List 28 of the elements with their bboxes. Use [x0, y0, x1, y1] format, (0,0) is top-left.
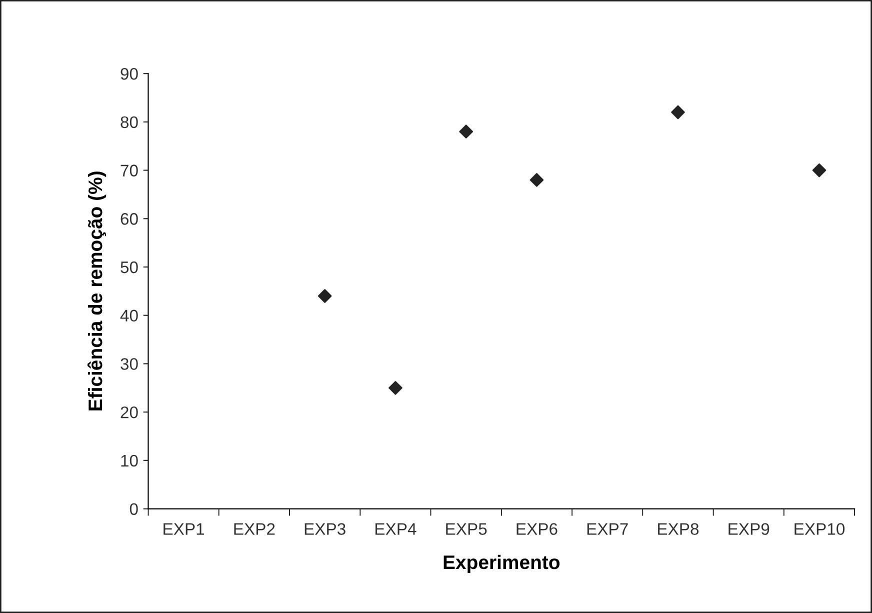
point	[318, 289, 332, 303]
y-tick-label: 10	[121, 454, 138, 467]
y-tick-label: 40	[120, 310, 138, 322]
point	[530, 173, 544, 187]
x-tick-label: EXP5	[446, 523, 487, 535]
x-tick-label: EXP9	[728, 523, 770, 535]
y-tick-label: 90	[120, 68, 138, 80]
y-tick-label: 70	[120, 164, 138, 176]
point	[388, 380, 402, 395]
y-tick-label: 0	[130, 503, 138, 515]
x-tick-label: EXP1	[164, 523, 204, 535]
point	[812, 163, 826, 178]
x-tick-label: EXP2	[234, 523, 275, 535]
x-tick-label: EXP8	[658, 523, 699, 535]
x-tick-label: EXP7	[587, 523, 628, 535]
y-tick-label: 20	[120, 406, 138, 418]
x-tick-label: EXP3	[304, 523, 346, 535]
point	[459, 124, 473, 138]
y-tick-label: 80	[120, 116, 138, 128]
x-axis-title: Experimento	[444, 554, 560, 574]
x-tick-label: EXP6	[516, 523, 558, 535]
x-tick-label: EXP4	[376, 523, 416, 535]
y-tick-label: 30	[120, 358, 138, 370]
point	[671, 105, 685, 120]
y-axis-title: Eficiência de remoção (%)	[88, 172, 106, 410]
y-tick-label: 60	[120, 213, 138, 225]
x-tick-label: EXP10	[794, 523, 845, 535]
y-tick-label: 50	[120, 261, 138, 274]
